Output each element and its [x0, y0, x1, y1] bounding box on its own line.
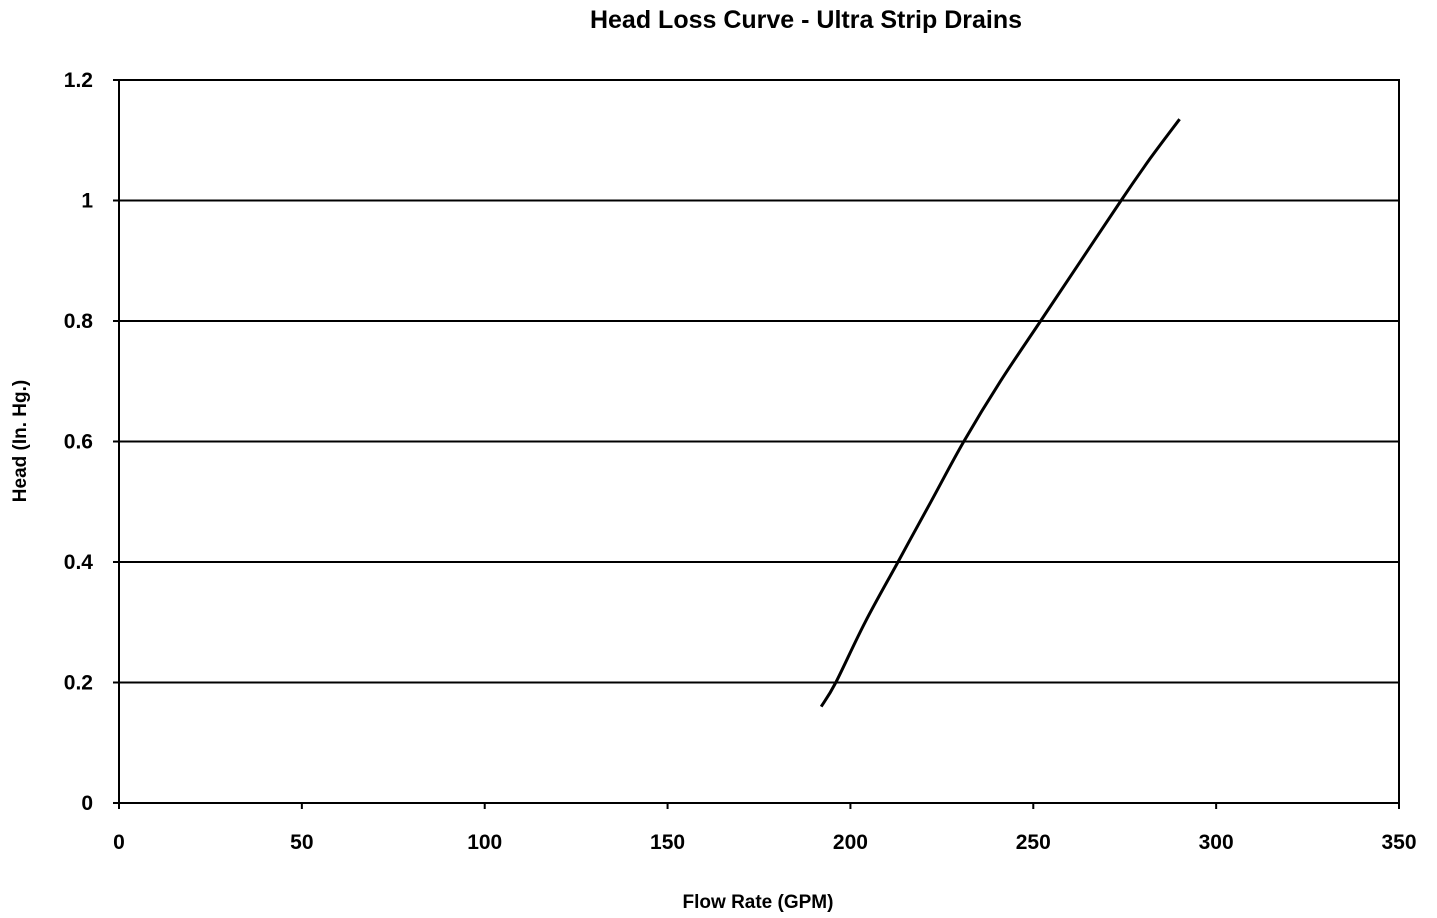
x-tick-label: 250	[1016, 831, 1051, 854]
y-tick-label: 0	[81, 792, 93, 815]
y-tick-label: 0.2	[64, 672, 93, 695]
x-axis-title: Flow Rate (GPM)	[683, 892, 834, 913]
y-tick-label: 0.4	[64, 551, 94, 574]
x-tick-label: 100	[467, 831, 502, 854]
x-tick-label: 150	[650, 831, 685, 854]
y-tick-labels: 0 0.2 0.4 0.6 0.8 1 1.2	[64, 69, 94, 815]
x-tick-label: 300	[1199, 831, 1234, 854]
x-tick-label: 200	[833, 831, 868, 854]
y-tick-label: 0.8	[64, 310, 94, 333]
x-tick-label: 0	[113, 831, 125, 854]
y-axis-title: Head (In. Hg.)	[10, 380, 31, 502]
series-line	[819, 118, 1181, 708]
y-tick-label: 0.6	[64, 431, 93, 454]
y-tick-label: 1	[81, 190, 93, 213]
x-tick-labels: 0 50 100 150 200 250 300 350	[113, 831, 1416, 854]
x-tick-label: 50	[290, 831, 313, 854]
gridlines	[119, 199, 1399, 684]
chart-title: Head Loss Curve - Ultra Strip Drains	[590, 6, 1022, 34]
x-tick-label: 350	[1381, 831, 1416, 854]
axis-ticks	[113, 79, 1400, 809]
y-tick-label: 1.2	[64, 69, 93, 92]
